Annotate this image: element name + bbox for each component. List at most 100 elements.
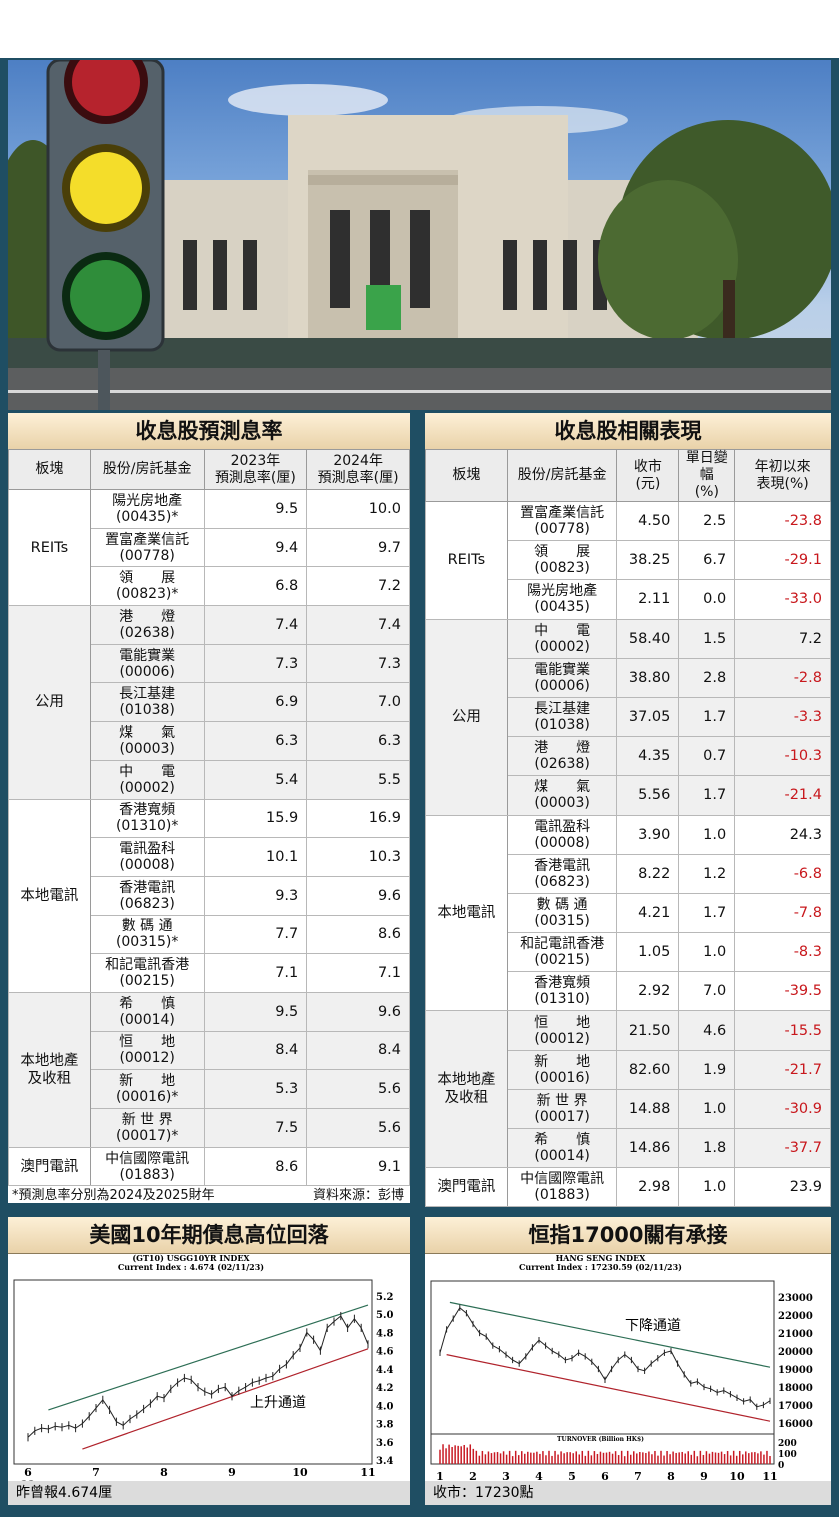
price-line-segment bbox=[749, 1399, 758, 1408]
stock-name: 新 地 bbox=[119, 1073, 176, 1090]
stock-name: 香港寬頻 bbox=[119, 802, 176, 819]
stock-code: (02638) bbox=[534, 756, 590, 773]
value-cell-ytd: -15.5 bbox=[734, 1010, 831, 1051]
price-line-segment bbox=[551, 1350, 560, 1356]
stock-name: 電能實業 bbox=[534, 661, 591, 678]
stock-name: 電訊盈科 bbox=[534, 818, 591, 835]
price-line-segment bbox=[150, 1395, 158, 1404]
stock-code: (00215) bbox=[534, 952, 590, 969]
table-row: 本地電訊 電訊盈科 (00008) 3.90 1.0 24.3 bbox=[425, 814, 831, 1012]
value-cell-a: 15.9 bbox=[203, 798, 308, 839]
table-row: 數 碼 通 (00315) 4.21 1.7 -7.8 bbox=[426, 892, 831, 934]
table-row: 港 燈 (02638) 4.35 0.7 -10.3 bbox=[426, 736, 831, 777]
stock-cell: 煤 氣 (00003) bbox=[89, 721, 205, 761]
table-row: 本地地產 及收租恒 地 (00012) 21.50 4.6 -15.5 bbox=[425, 1010, 831, 1169]
stock-cell: 長江基建 (01038) bbox=[89, 682, 205, 723]
stock-code: (00315) bbox=[534, 912, 590, 929]
value-cell-chg: 0.7 bbox=[678, 736, 736, 777]
table-row: 香港寬頻 (01310) 2.92 7.0 -39.5 bbox=[426, 971, 831, 1012]
value-cell-chg: 1.8 bbox=[678, 1127, 736, 1169]
value-cell-close: 8.22 bbox=[616, 853, 680, 894]
value-cell-ytd: 23.9 bbox=[734, 1167, 831, 1208]
y-tick-label: 17000 bbox=[778, 1401, 813, 1412]
y-tick-label: 21000 bbox=[778, 1329, 813, 1340]
sector-cell: 澳門電訊 bbox=[425, 1167, 508, 1208]
stock-name: 和記電訊香港 bbox=[520, 936, 605, 953]
value-cell-close: 3.90 bbox=[616, 814, 680, 855]
table-row: 長江基建 (01038) 6.9 7.0 bbox=[9, 682, 410, 723]
chart-index-title: (GT10) USGG10YR INDEX bbox=[132, 1254, 250, 1263]
price-line-segment bbox=[102, 1399, 111, 1411]
x-tick-label: 7 bbox=[92, 1466, 100, 1479]
value-cell-close: 2.98 bbox=[616, 1167, 680, 1208]
sector-cell: 本地電訊 bbox=[425, 814, 508, 1012]
price-line-segment bbox=[597, 1368, 606, 1381]
x-tick-label: 8 bbox=[667, 1470, 675, 1481]
value-cell-a: 9.5 bbox=[203, 489, 308, 529]
value-cell-a: 5.3 bbox=[203, 1069, 308, 1109]
table-row: 本地電訊 香港寬頻 (01310)* 15.9 16.9 bbox=[8, 798, 410, 993]
stock-cell: 新 世 界 (00017)* bbox=[89, 1108, 205, 1148]
price-line-segment bbox=[446, 1318, 454, 1330]
plot-frame bbox=[13, 1279, 373, 1465]
value-cell-ytd: -2.8 bbox=[734, 657, 831, 698]
stock-name: 新 世 界 bbox=[121, 1111, 173, 1128]
stock-code: (02638) bbox=[119, 624, 175, 641]
volume-label: TURNOVER (Billion HK$) bbox=[557, 1436, 644, 1443]
x-tick-label: 3 bbox=[502, 1470, 510, 1481]
col-header-stock: 股份/房託基金 bbox=[89, 449, 205, 490]
stock-code: (00017)* bbox=[115, 1127, 179, 1144]
price-line-segment bbox=[326, 1321, 335, 1329]
stock-name: 領 展 bbox=[119, 570, 176, 587]
stock-name: 置富產業信託 bbox=[520, 505, 605, 522]
stock-name: 長江基建 bbox=[119, 686, 176, 703]
price-line-segment bbox=[48, 1425, 56, 1430]
price-line-segment bbox=[565, 1357, 573, 1361]
table-row: 和記電訊香港 (00215) 1.05 1.0 -8.3 bbox=[426, 932, 831, 973]
value-cell-close: 4.50 bbox=[616, 500, 680, 542]
x-tick-label: 2 bbox=[469, 1470, 477, 1481]
y-tick-label: 3.6 bbox=[376, 1438, 393, 1449]
hang-seng-panel: 恒指17000關有承接 HANG SENG INDEX Current Index… bbox=[425, 1217, 831, 1505]
price-line-segment bbox=[703, 1386, 711, 1390]
chart-index-title: HANG SENG INDEX bbox=[556, 1254, 647, 1263]
y-tick-label: 5.2 bbox=[376, 1292, 393, 1303]
price-line-segment bbox=[279, 1363, 287, 1370]
price-line-segment bbox=[68, 1424, 76, 1429]
photo-illustration bbox=[8, 60, 831, 410]
stock-cell: 中信國際電訊 (01883) bbox=[506, 1167, 618, 1208]
stock-code: (00823)* bbox=[115, 586, 179, 603]
table-row: 香港電訊 (06823) 8.22 1.2 -6.8 bbox=[426, 853, 831, 894]
table-row: 數 碼 通 (00315)* 7.7 8.6 bbox=[9, 914, 410, 955]
yield-forecast-panel: 收息股預測息率 板塊 股份/房託基金 2023年 預測息率(厘) 2024年 預… bbox=[8, 413, 410, 1203]
value-cell-a: 5.4 bbox=[203, 759, 308, 800]
y-tick-label: 4.2 bbox=[376, 1383, 393, 1394]
table-row: 領 展 (00823)* 6.8 7.2 bbox=[9, 566, 410, 607]
price-line-segment bbox=[170, 1382, 178, 1390]
price-line-segment bbox=[465, 1312, 474, 1325]
table-row: 澳門電訊 中信國際電訊 (01883) 2.98 1.0 23.9 bbox=[425, 1167, 831, 1208]
value-cell-a: 7.7 bbox=[203, 914, 308, 955]
performance-title: 收息股相關表現 bbox=[425, 413, 831, 450]
stock-code: (00435)* bbox=[115, 508, 179, 525]
x-tick-label: 5 bbox=[568, 1470, 576, 1481]
value-cell-close: 21.50 bbox=[616, 1010, 680, 1051]
stock-cell: 中 電 (00002) bbox=[506, 618, 618, 659]
value-cell-close: 4.35 bbox=[616, 736, 680, 777]
price-line-segment bbox=[95, 1399, 104, 1409]
price-line-segment bbox=[697, 1381, 705, 1388]
table-row: 電能實業 (00006) 38.80 2.8 -2.8 bbox=[426, 657, 831, 698]
price-line-segment bbox=[285, 1354, 294, 1365]
stock-code: (00003) bbox=[534, 795, 590, 812]
stock-name: 置富產業信託 bbox=[105, 531, 190, 548]
price-line-segment bbox=[624, 1354, 632, 1361]
y-tick-label: 23000 bbox=[778, 1293, 813, 1304]
value-cell-close: 58.40 bbox=[616, 618, 680, 659]
price-line-segment bbox=[122, 1418, 131, 1426]
price-line-segment bbox=[717, 1390, 724, 1393]
price-line-segment bbox=[664, 1350, 672, 1354]
value-cell-close: 37.05 bbox=[616, 696, 680, 738]
fed-building-photo bbox=[8, 60, 831, 410]
value-cell-b: 7.1 bbox=[306, 953, 410, 993]
price-line-segment bbox=[545, 1345, 553, 1352]
